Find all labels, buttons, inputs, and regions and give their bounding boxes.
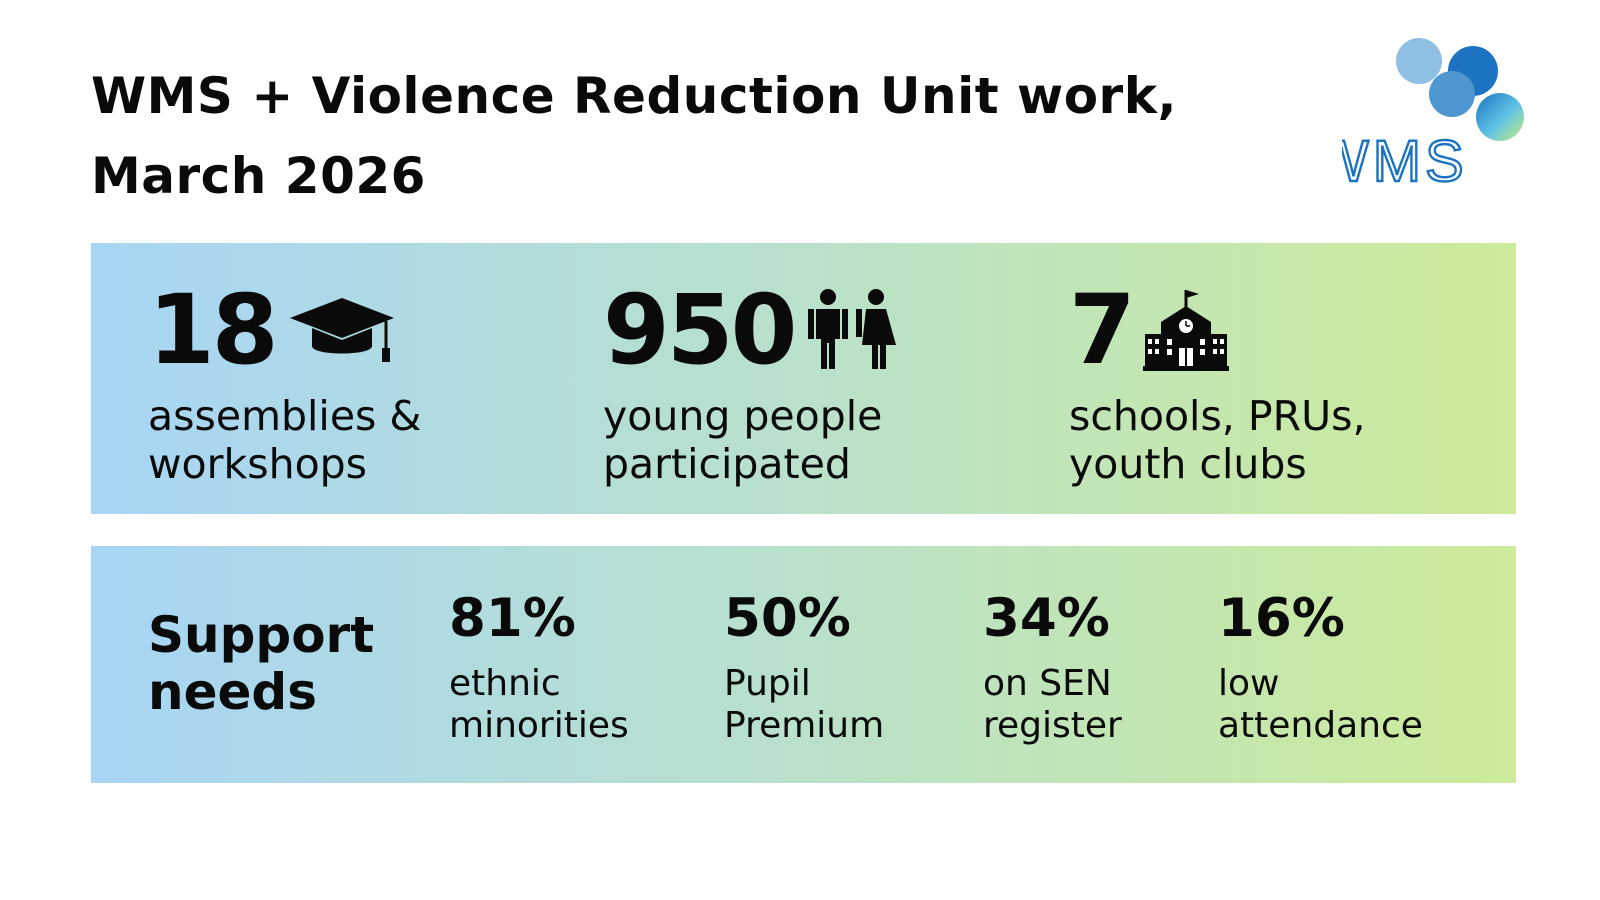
stat-label-line: youth clubs xyxy=(1069,440,1307,488)
stat-label-line: workshops xyxy=(148,440,368,488)
metric-sen-register: 34% on SEN register xyxy=(983,587,1122,747)
metric-percent: 34% xyxy=(983,588,1110,649)
people-icon xyxy=(804,288,900,372)
graduation-cap-icon xyxy=(286,294,398,366)
stats-band xyxy=(91,243,1516,514)
metric-label-line: on SEN xyxy=(983,663,1112,704)
metric-percent: 81% xyxy=(449,588,576,649)
stat-assemblies: 18 assemblies & workshops xyxy=(148,282,421,488)
stat-label-line: schools, PRUs, xyxy=(1069,392,1366,440)
title-line-1: WMS + Violence Reduction Unit work, xyxy=(91,67,1177,125)
support-title-line: Support xyxy=(148,606,375,664)
metric-label-line: ethnic xyxy=(449,663,561,704)
stat-number: 18 xyxy=(148,274,279,386)
support-needs-heading: Support needs xyxy=(148,607,374,721)
metric-pupil-premium: 50% Pupil Premium xyxy=(724,587,884,747)
stat-number: 950 xyxy=(603,274,797,386)
metric-percent: 50% xyxy=(724,588,851,649)
metric-label-line: low xyxy=(1218,663,1280,704)
stat-number: 7 xyxy=(1069,274,1136,386)
metric-label-line: Pupil xyxy=(724,663,811,704)
metric-label-line: attendance xyxy=(1218,705,1423,746)
metric-label-line: minorities xyxy=(449,705,629,746)
stat-label-line: participated xyxy=(603,440,851,488)
stat-young-people: 950 young people participated xyxy=(603,282,900,488)
stat-schools: 7 xyxy=(1069,282,1366,488)
page-title: WMS + Violence Reduction Unit work, Marc… xyxy=(91,56,1241,216)
logo-text: WMS xyxy=(1342,129,1468,188)
school-building-icon xyxy=(1142,288,1229,372)
metric-label-line: Premium xyxy=(724,705,885,746)
stat-label-line: assemblies & xyxy=(148,392,422,440)
wms-logo: WMS xyxy=(1342,38,1572,188)
support-title-line: needs xyxy=(148,663,317,721)
metric-low-attendance: 16% low attendance xyxy=(1218,587,1423,747)
metric-label-line: register xyxy=(983,705,1122,746)
metric-percent: 16% xyxy=(1218,588,1345,649)
stat-label-line: young people xyxy=(603,392,883,440)
support-needs-band xyxy=(91,546,1516,783)
metric-ethnic-minorities: 81% ethnic minorities xyxy=(449,587,629,747)
title-line-2: March 2026 xyxy=(91,147,426,205)
